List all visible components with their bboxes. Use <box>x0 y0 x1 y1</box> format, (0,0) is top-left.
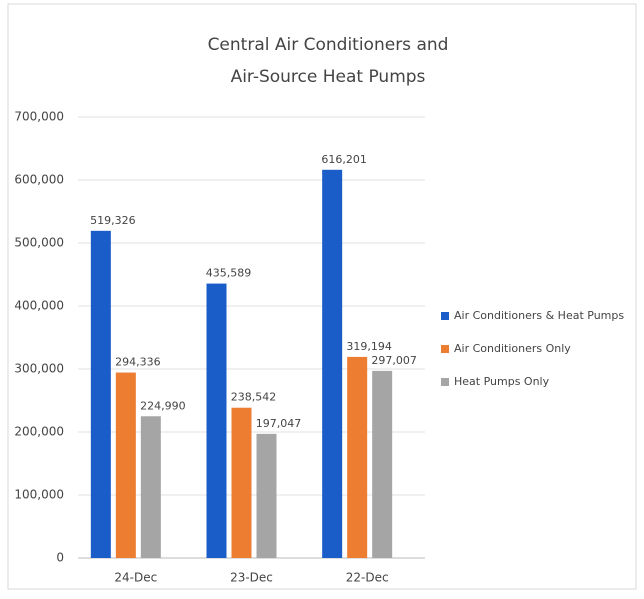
value-label: 294,336 <box>115 356 161 369</box>
bar <box>256 433 277 558</box>
legend-swatch <box>441 378 449 386</box>
x-tick-label: 23-Dec <box>230 571 273 585</box>
x-tick-label: 24-Dec <box>114 571 157 585</box>
value-label: 224,990 <box>140 399 186 412</box>
y-tick-label: 300,000 <box>14 362 64 376</box>
y-tick-label: 400,000 <box>14 299 64 313</box>
legend-swatch <box>441 345 449 353</box>
y-tick-label: 500,000 <box>14 236 64 250</box>
y-tick-label: 700,000 <box>14 110 64 124</box>
bar <box>347 356 368 558</box>
value-label: 435,589 <box>206 267 252 280</box>
legend-swatch <box>441 312 449 320</box>
bar <box>90 230 111 558</box>
chart-title: Air-Source Heat Pumps <box>231 67 426 87</box>
value-label: 519,326 <box>90 214 136 227</box>
bar <box>140 416 161 558</box>
y-tick-label: 600,000 <box>14 173 64 187</box>
bar <box>231 407 252 558</box>
bar <box>322 169 343 558</box>
legend-label: Air Conditioners & Heat Pumps <box>454 309 624 322</box>
value-label: 197,047 <box>256 417 302 430</box>
bar <box>115 372 136 558</box>
value-label: 297,007 <box>371 354 417 367</box>
chart-title: Central Air Conditioners and <box>208 35 449 55</box>
value-label: 319,194 <box>346 340 392 353</box>
value-label: 238,542 <box>231 391 277 404</box>
y-tick-label: 100,000 <box>14 488 64 502</box>
x-tick-label: 22-Dec <box>346 571 389 585</box>
y-tick-label: 200,000 <box>14 425 64 439</box>
legend-label: Heat Pumps Only <box>454 375 550 388</box>
chart-frame <box>7 3 637 590</box>
legend-label: Air Conditioners Only <box>454 342 571 355</box>
bar <box>206 283 227 558</box>
y-tick-label: 0 <box>56 551 64 565</box>
bar <box>372 370 393 558</box>
value-label: 616,201 <box>321 153 367 166</box>
